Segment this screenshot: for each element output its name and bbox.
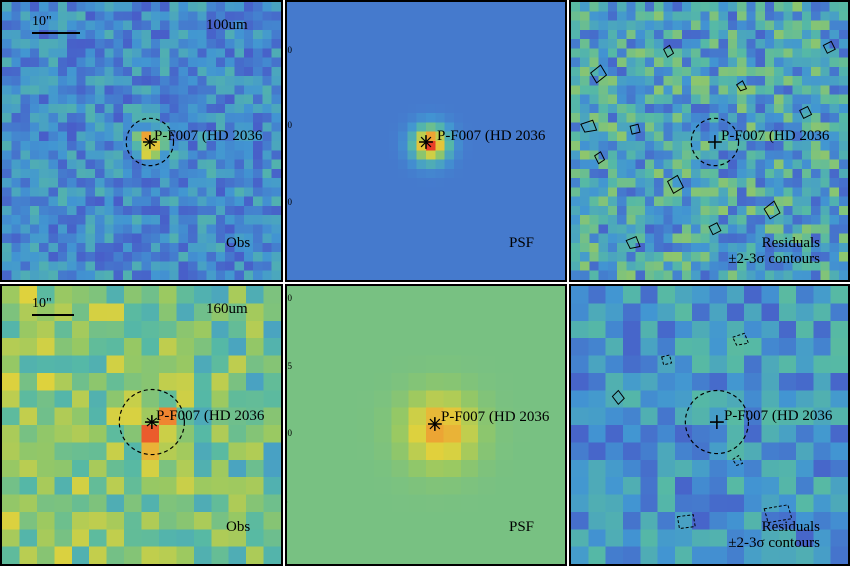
source-label: P-F007 (HD 2036 bbox=[437, 128, 546, 144]
residuals-panel-160um: P-F007 (HD 2036 Residuals ±2-3σ contours bbox=[569, 284, 850, 566]
contours-label: ±2-3σ contours bbox=[728, 251, 820, 267]
obs-overlay-100um bbox=[125, 117, 175, 167]
obs-overlay-160um bbox=[118, 388, 185, 456]
obs-map-100um bbox=[2, 2, 281, 280]
wavelength-label: 160um bbox=[206, 301, 248, 317]
aperture-circle bbox=[125, 117, 175, 167]
psf-star-icon bbox=[146, 417, 158, 427]
psf-label: PSF bbox=[509, 519, 535, 535]
obs-map-160um bbox=[2, 286, 281, 564]
residual-map-160um bbox=[571, 286, 848, 564]
source-cross-icon bbox=[708, 135, 722, 149]
contours-label: ±2-3σ contours bbox=[728, 535, 820, 551]
psf-axis-tick: 20 bbox=[287, 293, 292, 303]
psf-overlay-100um bbox=[419, 135, 433, 149]
psf-star-icon bbox=[420, 136, 432, 148]
psf-axis-tick: 20 bbox=[287, 120, 292, 130]
obs-panel-160um: 10" 160um P-F007 (HD 2036 Obs bbox=[0, 284, 283, 566]
scale-label: 10" bbox=[32, 296, 52, 311]
residual-overlay-160um bbox=[611, 332, 793, 530]
scale-bar bbox=[32, 32, 80, 34]
source-label: P-F007 (HD 2036 bbox=[721, 128, 830, 144]
residuals-panel-100um: P-F007 (HD 2036 Residuals ±2-3σ contours bbox=[569, 0, 850, 282]
residual-map-100um bbox=[571, 2, 848, 280]
obs-panel-100um: 10" 100um P-F007 (HD 2036 Obs bbox=[0, 0, 283, 282]
residual-overlay-100um bbox=[580, 40, 836, 250]
scale-bar bbox=[32, 314, 74, 316]
residuals-label: Residuals bbox=[761, 235, 820, 251]
residual-contours bbox=[611, 332, 793, 530]
psf-label: PSF bbox=[509, 235, 535, 251]
psf-axis-tick: 15 bbox=[287, 361, 292, 371]
psf-panel-160um: 20 15 10 5 P-F007 (HD 2036 PSF bbox=[285, 284, 567, 566]
source-cross-icon bbox=[709, 415, 724, 429]
psf-axis-tick: 10 bbox=[287, 428, 292, 438]
obs-label: Obs bbox=[226, 235, 251, 251]
psf-star-icon bbox=[144, 137, 156, 147]
aperture-circle bbox=[690, 117, 740, 167]
psf-overlay-160um bbox=[427, 417, 442, 431]
obs-label: Obs bbox=[226, 519, 251, 535]
psf-axis-tick: 5 bbox=[287, 497, 288, 506]
psf-star-icon bbox=[429, 418, 441, 430]
residual-contours bbox=[580, 40, 836, 250]
source-label: P-F007 (HD 2036 bbox=[154, 128, 263, 144]
wavelength-label: 100um bbox=[206, 17, 248, 33]
residuals-label: Residuals bbox=[761, 519, 820, 535]
source-label: P-F007 (HD 2036 bbox=[441, 409, 550, 425]
source-label: P-F007 (HD 2036 bbox=[724, 408, 833, 424]
psf-axis-tick: 10 bbox=[287, 197, 292, 207]
psf-axis-tick: 30 bbox=[287, 45, 292, 55]
psf-map-160um bbox=[287, 286, 565, 564]
source-label: P-F007 (HD 2036 bbox=[156, 408, 265, 424]
psf-panel-100um: 30 20 10 P-F007 (HD 2036 PSF bbox=[285, 0, 567, 282]
scale-label: 10" bbox=[32, 14, 52, 29]
